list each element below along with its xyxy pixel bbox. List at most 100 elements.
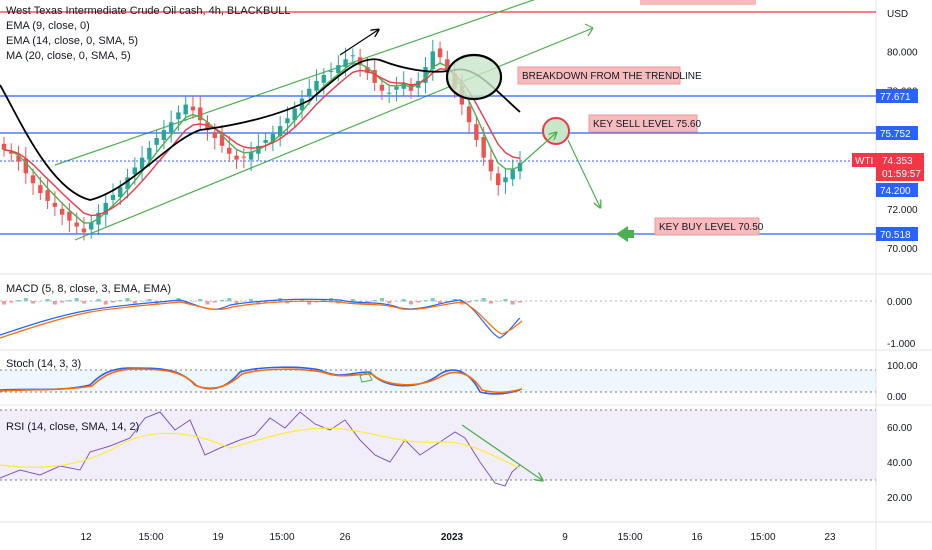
rsi-divergence-arrow: [461, 424, 542, 480]
macd-hist-bar: [321, 300, 326, 302]
tag-74200-text: 74.200: [880, 186, 911, 197]
candle-body: [307, 88, 312, 96]
rsi-line: [0, 411, 521, 487]
candle-body: [52, 202, 58, 207]
buy-arrow-icon: [616, 226, 634, 242]
main-legend: West Texas Intermediate Crude Oil cash, …: [6, 4, 291, 64]
time-tick-0: 12: [80, 532, 92, 543]
macd-hist-bar: [263, 301, 268, 303]
tag-77671: [876, 89, 918, 103]
time-tick-1: 15:00: [138, 532, 163, 543]
tag-75752: [876, 126, 918, 140]
macd-hist-bar: [52, 301, 57, 305]
candle-body: [466, 106, 472, 123]
candle-body: [379, 84, 385, 91]
stoch-marker: [359, 371, 373, 383]
candle-body: [481, 136, 486, 158]
candle-body: [89, 222, 94, 230]
candle-body: [118, 187, 123, 197]
candle-body: [198, 107, 203, 121]
stoch-k-line: [0, 366, 521, 395]
macd-hist-bar: [89, 301, 94, 302]
macd-hist-bar: [467, 301, 472, 303]
channel-lower-arrowhead: [587, 27, 594, 37]
macd-hist-bar: [227, 298, 232, 302]
candle-body: [328, 71, 334, 73]
macd-hist-bar: [198, 299, 203, 302]
legend-ma20: MA (20, close, 0, SMA, 5): [6, 50, 131, 62]
candle-body: [212, 132, 217, 138]
rsi-legend: RSI (14, close, SMA, 14, 2): [6, 421, 140, 433]
rsi-axis-1: 40.00: [887, 458, 912, 469]
macd-hist-bar: [60, 301, 65, 303]
channel-lower-arrowhead: [584, 23, 594, 29]
macd-hist-bar: [394, 301, 399, 302]
macd-hist-bar: [16, 300, 21, 302]
candle-body: [314, 80, 319, 91]
candle-body: [59, 208, 65, 215]
macd-signal-line: [0, 300, 523, 339]
macd-hist-bar: [459, 301, 464, 305]
candle-body: [161, 130, 167, 140]
candle-body: [495, 173, 501, 186]
last-price-tag: [876, 153, 924, 181]
rsi-axis-2: 20.00: [887, 493, 912, 504]
macd-hist-bar: [132, 301, 137, 304]
projection-up-arrow: [519, 133, 556, 166]
candle-body: [1, 143, 7, 150]
candle-body: [154, 137, 159, 145]
macd-hist-bar: [81, 301, 86, 304]
macd-hist-bar: [307, 301, 312, 305]
rsi-ma-line: [0, 427, 521, 469]
candle-body: [365, 67, 370, 74]
macd-hist-bar: [190, 301, 195, 302]
price-tick-0: 80.000: [887, 47, 918, 58]
candle-body: [16, 155, 21, 162]
legend-ema14: EMA (14, close, 0, SMA, 5): [6, 35, 139, 47]
ma20-line: [0, 58, 521, 201]
sell-label: KEY SELL LEVEL 75.60: [593, 119, 701, 130]
projection-down-arrow: [567, 139, 600, 207]
ema9-line: [3, 62, 521, 224]
macd-hist-bar: [31, 301, 36, 304]
macd-hist-bar: [299, 299, 304, 302]
macd-hist-bar: [125, 298, 130, 302]
legend-ema9: EMA (9, close, 0): [6, 20, 90, 32]
candle-body: [190, 106, 196, 111]
candle-body: [176, 112, 181, 120]
macd-hist-bar: [241, 301, 246, 302]
candle-body: [23, 158, 29, 174]
macd-hist-bar: [285, 301, 290, 304]
sell-level-circle: [542, 117, 570, 145]
candle-body: [263, 139, 268, 143]
stoch-axis-1: 0.00: [887, 392, 907, 403]
candle-body: [510, 169, 515, 180]
macd-hist-bar: [9, 301, 14, 303]
candle-body: [67, 211, 72, 221]
candle-body: [292, 108, 297, 121]
channel-lower-line: [74, 27, 594, 241]
candle-body: [474, 124, 479, 140]
candle-body: [445, 59, 450, 72]
candle-body: [234, 155, 239, 160]
countdown-text: 01:59:57: [882, 169, 921, 180]
macd-hist-bar: [445, 301, 450, 302]
time-tick-7: 15:00: [617, 532, 642, 543]
candle-body: [437, 48, 443, 58]
candle-body: [103, 202, 108, 215]
sell-label-box: [588, 114, 698, 133]
macd-hist-bar: [74, 298, 79, 302]
candle-body: [350, 55, 356, 57]
candle-body: [147, 147, 152, 160]
currency-label: USD: [887, 9, 908, 20]
candle-body: [394, 86, 399, 90]
time-tick-8: 16: [691, 532, 703, 543]
candle-body: [139, 157, 145, 170]
candle-body: [183, 104, 188, 115]
candle-body: [321, 75, 326, 83]
candle-body: [38, 185, 43, 194]
time-tick-10: 23: [824, 532, 836, 543]
macd-hist-bar: [372, 300, 377, 302]
